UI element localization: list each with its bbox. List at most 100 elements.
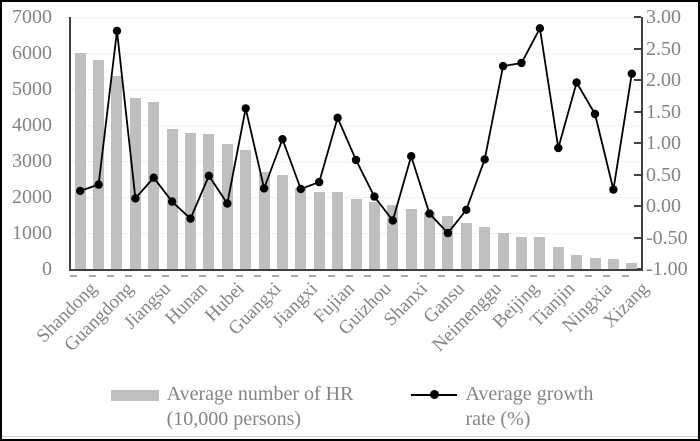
x-axis-dash (290, 275, 298, 277)
data-point (425, 209, 434, 218)
x-axis-label-guangdong: Guangdong (60, 278, 139, 356)
bar-col-28 (571, 254, 583, 269)
x-axis-label-hunan: Hunan (161, 278, 212, 329)
bar-Guangxi (258, 172, 270, 269)
bar-Jiangxi (295, 188, 307, 269)
right-axis-tick (634, 205, 641, 207)
data-point (517, 58, 526, 68)
legend-item-line-series: Average growth rate (%) (411, 382, 593, 432)
right-axis-tick (634, 142, 641, 144)
bar-series-swatch (110, 390, 159, 401)
bar-series-label-line2: (10,000 persons) (166, 408, 302, 430)
x-axis-dash (235, 275, 243, 277)
x-axis-label-neimenggu: Neimenggu (428, 278, 506, 356)
bar-Tianjin (552, 246, 564, 269)
x-axis-dash (143, 275, 151, 277)
data-point (167, 197, 177, 206)
data-point (480, 155, 489, 164)
bar-series-label-line1: Average number of HR (166, 383, 354, 405)
line-series-marker-icon (411, 390, 458, 400)
data-point (572, 78, 581, 87)
x-axis-label-xizang: Xizang (599, 278, 653, 332)
bar-col-4 (129, 97, 141, 269)
left-axis-tick-label: 7000 (12, 6, 52, 28)
line-marker-dot (430, 390, 440, 399)
gridline (71, 53, 641, 54)
x-axis-label-guangxi: Guangxi (224, 278, 286, 340)
gridline (71, 17, 641, 18)
legend-item-bar-series: Average number of HR (10,000 persons) (110, 382, 354, 432)
right-axis-tick-label: 2.50 (646, 37, 681, 60)
bar-Fujian (332, 192, 344, 269)
x-axis-ticks (69, 275, 639, 278)
x-axis-dash (364, 275, 372, 277)
data-point (278, 135, 287, 144)
x-axis-label-shandong: Shandong (32, 278, 102, 347)
line-series-label-line2: rate (%) (465, 408, 531, 430)
x-axis-label-tianjin: Tianjin (526, 278, 580, 332)
data-point (535, 24, 545, 33)
x-axis-label-fujian: Fujian (309, 278, 359, 328)
right-axis-tick-label: -1.00 (646, 258, 688, 280)
data-point (407, 152, 416, 161)
bar-Hunan (185, 132, 197, 269)
right-axis-tick (634, 79, 641, 81)
bar-col-24 (497, 233, 509, 269)
bar-Gansu (442, 216, 454, 269)
x-axis-dash (493, 275, 501, 277)
bar-Ningxia (589, 258, 601, 269)
right-axis-tick-label: 3.00 (646, 6, 681, 28)
data-point (443, 228, 453, 238)
x-axis-dash (70, 275, 78, 277)
data-point (296, 184, 305, 194)
x-axis-dash (529, 275, 537, 277)
data-point (388, 216, 397, 225)
x-axis-label-beijing: Beijing (488, 278, 543, 333)
gridline (71, 125, 641, 126)
data-point (241, 104, 250, 113)
bar-Guizhou (368, 202, 380, 269)
bar-col-22 (460, 222, 472, 269)
data-point (76, 186, 85, 196)
data-point (498, 61, 508, 71)
bar-col-18 (387, 204, 399, 269)
bar-col-30 (607, 258, 619, 269)
x-axis-dash (437, 275, 445, 277)
bar-Shandong (74, 53, 86, 269)
x-axis-dash (401, 275, 409, 277)
data-point (259, 184, 269, 193)
data-point (333, 113, 342, 123)
x-axis-label-guizhou: Guizhou (334, 278, 396, 340)
x-axis-dash (198, 275, 206, 277)
x-axis-dash (162, 275, 170, 277)
line-series-label-line1: Average growth (465, 383, 594, 405)
x-axis-label-shanxi: Shanxi (380, 278, 433, 331)
x-axis-dash (346, 275, 353, 277)
right-axis-tick (634, 110, 641, 113)
data-point (590, 109, 600, 119)
x-axis-label-gansu: Gansu (419, 278, 470, 328)
x-axis-dash (309, 275, 317, 277)
x-axis-label-jiangxi: Jiangxi (268, 278, 322, 332)
bar-Shanxi (405, 209, 417, 269)
data-point (112, 26, 122, 36)
gridline (71, 89, 641, 90)
line-series-label: Average growth rate (%) (465, 382, 593, 432)
bar-col-26 (534, 236, 546, 269)
data-point (462, 205, 471, 214)
x-axis-dash (603, 275, 611, 277)
left-axis-tick-label: 3000 (12, 150, 52, 172)
bar-Guangdong (111, 76, 123, 269)
x-axis-dash (254, 275, 262, 277)
right-axis-tick-label: 0.00 (646, 195, 681, 217)
bar-col-8 (203, 133, 215, 269)
x-axis-dash (88, 275, 96, 277)
x-axis-dash (106, 275, 114, 277)
left-axis-tick-label: 1000 (12, 222, 52, 244)
data-point (609, 185, 618, 194)
data-point (149, 173, 158, 182)
left-axis-tick-label: 2000 (12, 186, 52, 208)
x-axis-dash (125, 275, 133, 277)
bar-col-14 (313, 191, 325, 269)
right-axis-tick (634, 47, 641, 50)
